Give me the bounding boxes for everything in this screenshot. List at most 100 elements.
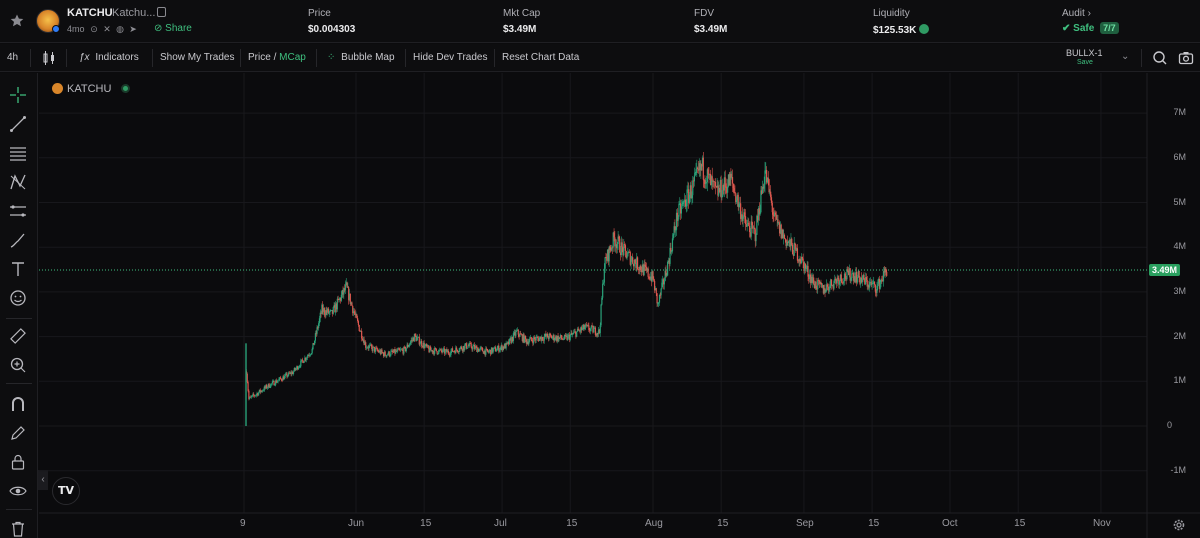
candle-body [787, 241, 790, 243]
interval-button[interactable]: 4h [7, 52, 19, 63]
candle-body [852, 273, 855, 281]
copy-icon[interactable] [157, 7, 166, 17]
star-icon[interactable] [9, 13, 25, 29]
reset-chart-data-button[interactable]: Reset Chart Data [502, 52, 580, 63]
candle-body [794, 243, 796, 245]
eye-icon[interactable] [9, 482, 27, 500]
candle-body [766, 177, 769, 183]
candle-body [706, 169, 708, 183]
crosshair-icon[interactable] [9, 86, 27, 104]
candle-body [248, 390, 250, 399]
brush-icon[interactable] [9, 231, 27, 249]
x-icon[interactable]: ✕ [103, 24, 111, 34]
candle-body [623, 244, 625, 256]
horizontal-lines-icon[interactable] [9, 144, 27, 162]
y-tick-label: 7M [1173, 107, 1186, 118]
hide-dev-trades-button[interactable]: Hide Dev Trades [413, 52, 488, 63]
audit-score-badge: 7/7 [1100, 22, 1119, 34]
candle-body [535, 337, 537, 341]
candle-body [443, 348, 445, 350]
candle-body [542, 339, 545, 341]
candle-body [840, 274, 842, 280]
price-mcap-toggle[interactable]: Price / MCap [248, 52, 306, 63]
candle-body [857, 270, 859, 277]
candle-body [760, 190, 762, 213]
candle-body [723, 177, 726, 191]
pencil-lock-icon[interactable] [9, 424, 27, 442]
chevron-down-icon[interactable]: ⌄ [1121, 51, 1130, 62]
candle-body [873, 281, 875, 283]
candle-body [316, 327, 318, 334]
candle-body [485, 348, 487, 355]
tradingview-logo[interactable]: TV [52, 477, 80, 505]
share-button[interactable]: ⊘ Share [154, 23, 192, 34]
trend-line-icon[interactable] [9, 115, 27, 133]
candle-body [832, 285, 834, 289]
candle-body [526, 341, 528, 344]
indicators-button[interactable]: ƒx Indicators [79, 52, 139, 63]
candle-body [290, 372, 292, 375]
candle-type-icon[interactable] [43, 51, 55, 65]
audit-button[interactable]: Audit › [1062, 8, 1091, 19]
emoji-icon[interactable] [9, 289, 27, 307]
collapse-rail-button[interactable]: ‹ [38, 470, 48, 490]
candle-body [814, 281, 816, 289]
candle-body [303, 361, 305, 363]
candle-body [796, 248, 799, 261]
layout-save[interactable]: Save [1077, 59, 1093, 66]
candle-body [517, 329, 519, 335]
candle-body [672, 234, 674, 239]
ruler-icon[interactable] [9, 327, 27, 345]
layout-name[interactable]: BULLX-1 [1066, 48, 1103, 58]
candle-body [831, 285, 833, 287]
candle-body [858, 270, 860, 278]
candle-body [761, 186, 764, 194]
candle-body [738, 204, 740, 207]
search-icon[interactable]: ⊙ [90, 24, 98, 34]
candle-body [298, 366, 300, 368]
globe-icon[interactable]: ◍ [116, 24, 124, 34]
lock-icon[interactable] [9, 453, 27, 471]
candle-body [854, 276, 856, 282]
candle-body [468, 345, 470, 347]
bubble-map-button[interactable]: ⁘ Bubble Map [327, 52, 395, 63]
screenshot-icon[interactable] [1178, 50, 1194, 66]
price-chart[interactable] [39, 73, 1200, 538]
candle-body [379, 350, 381, 354]
candle-body [458, 350, 460, 353]
candle-body [596, 333, 598, 336]
candle-body [413, 333, 416, 342]
show-my-trades-button[interactable]: Show My Trades [160, 52, 235, 63]
projection-icon[interactable] [9, 202, 27, 220]
candle-body [250, 396, 252, 398]
candle-body [611, 247, 613, 251]
zoom-in-icon[interactable] [9, 356, 27, 374]
candle-body [301, 359, 304, 361]
candle-body [353, 311, 355, 314]
candle-body [822, 285, 824, 288]
candle-body [448, 353, 450, 356]
candle-body [476, 346, 478, 352]
candle-body [438, 349, 441, 351]
text-icon[interactable] [9, 260, 27, 278]
candle-body [592, 325, 594, 333]
gear-icon[interactable] [1172, 518, 1186, 532]
candle-body [669, 247, 671, 264]
pattern-icon[interactable] [9, 173, 27, 191]
candle-body [284, 374, 286, 376]
candle-body [879, 282, 881, 289]
telegram-icon[interactable]: ➤ [129, 24, 137, 34]
candle-body [865, 277, 867, 285]
candle-body [417, 336, 420, 338]
candle-body [601, 297, 603, 305]
candle-body [340, 294, 342, 301]
candle-body [555, 336, 557, 340]
magnet-icon[interactable] [9, 395, 27, 413]
zoom-icon[interactable] [1152, 50, 1168, 66]
candle-body [611, 247, 614, 249]
candle-body [297, 367, 299, 370]
candle-body [863, 274, 865, 280]
trash-icon[interactable] [9, 520, 27, 538]
candle-body [739, 203, 741, 205]
candle-body [717, 185, 719, 196]
